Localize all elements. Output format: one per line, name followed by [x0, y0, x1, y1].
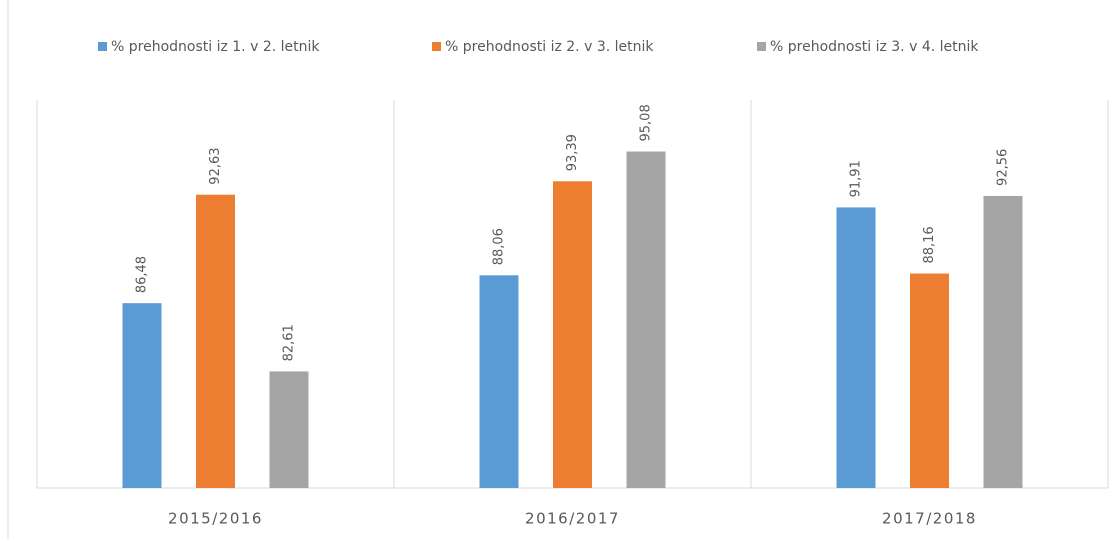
bar: [196, 194, 235, 488]
data-label: 95,08: [639, 104, 654, 141]
bar: [479, 275, 519, 488]
bar: [553, 181, 592, 488]
legend-swatch: [98, 42, 107, 51]
data-label: 92,63: [208, 147, 223, 184]
legend-swatch: [432, 42, 441, 51]
x-tick-label: 2017/2018: [882, 510, 977, 528]
data-label: 82,61: [282, 324, 297, 361]
bar: [122, 303, 162, 488]
legend-label: % prehodnosti iz 3. v 4. letnik: [770, 39, 979, 55]
x-tick-label: 2016/2017: [525, 510, 620, 528]
data-label: 92,56: [996, 149, 1011, 186]
x-tick-label: 2015/2016: [168, 510, 263, 528]
data-label: 88,16: [922, 226, 937, 263]
bar: [626, 151, 666, 489]
data-label: 86,48: [135, 256, 150, 293]
bar: [836, 207, 876, 488]
bar: [983, 195, 1023, 488]
legend-swatch: [757, 42, 766, 51]
legend-label: % prehodnosti iz 1. v 2. letnik: [111, 39, 320, 55]
data-label: 91,91: [849, 160, 864, 197]
data-label: 88,06: [492, 228, 507, 265]
legend-label: % prehodnosti iz 2. v 3. letnik: [445, 39, 654, 55]
bar: [269, 371, 309, 488]
bar: [910, 273, 949, 488]
data-label: 93,39: [565, 134, 580, 171]
